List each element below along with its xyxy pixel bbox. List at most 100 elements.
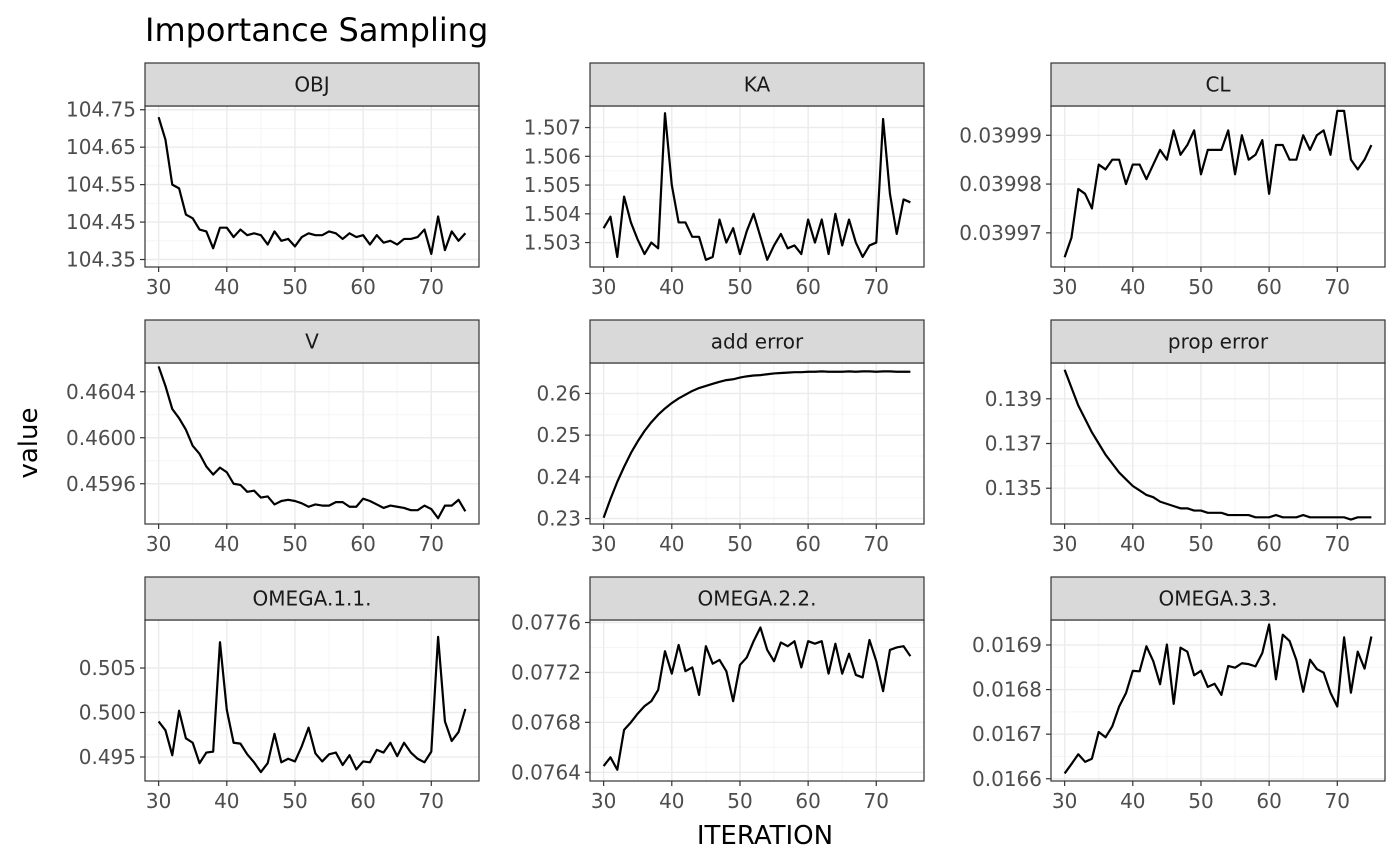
- x-tick-label: 40: [1120, 789, 1145, 813]
- strip-background: [589, 319, 925, 364]
- x-tick-label: 50: [727, 532, 752, 556]
- y-tick-label: 1.507: [524, 116, 581, 140]
- series-line-ka: [602, 112, 911, 261]
- x-tick-label: 40: [659, 532, 684, 556]
- chart-title: Importance Sampling: [145, 11, 488, 49]
- series-line-omega-3-3: [1063, 623, 1373, 775]
- x-tick-label: 30: [591, 532, 616, 556]
- x-tick-label: 70: [1325, 275, 1350, 299]
- strip-label: OMEGA.2.2.: [698, 587, 817, 611]
- x-tick-label: 30: [146, 275, 171, 299]
- y-tick-label: 0.139: [985, 387, 1042, 411]
- x-tick-label: 60: [350, 532, 375, 556]
- y-tick-label: 0.0764: [511, 760, 581, 784]
- x-tick-label: 40: [659, 275, 684, 299]
- y-tick-label: 0.25: [536, 423, 581, 447]
- strip-background: [1050, 319, 1386, 364]
- y-tick-label: 0.0167: [972, 722, 1042, 746]
- y-tick-label: 1.505: [524, 173, 581, 197]
- y-tick-label: 104.65: [66, 135, 136, 159]
- x-tick-label: 70: [864, 275, 889, 299]
- y-tick-label: 0.0169: [972, 633, 1042, 657]
- y-tick-label: 0.495: [79, 745, 136, 769]
- strip-label: OMEGA.1.1.: [253, 587, 372, 611]
- panel-background: [1051, 106, 1385, 267]
- panel-background: [1051, 620, 1385, 781]
- y-tick-label: 104.75: [66, 98, 136, 122]
- series-line-omega-1-1: [157, 635, 467, 774]
- series-line-add-error: [602, 370, 911, 519]
- y-tick-label: 0.23: [536, 507, 581, 531]
- y-tick-label: 0.26: [536, 381, 581, 405]
- strip-background: [589, 576, 925, 621]
- x-tick-label: 50: [1188, 275, 1213, 299]
- x-tick-label: 30: [1052, 532, 1077, 556]
- y-tick-label: 0.0168: [972, 678, 1042, 702]
- strip-background: [144, 62, 480, 107]
- x-tick-label: 60: [350, 275, 375, 299]
- x-tick-label: 50: [1188, 532, 1213, 556]
- x-tick-label: 30: [146, 789, 171, 813]
- panel-add-error: add error 30 40 50 60 70 0.23 0.24 0.25 0.26: [536, 319, 925, 556]
- y-tick-label: 0.4604: [66, 380, 136, 404]
- x-tick-label: 70: [864, 789, 889, 813]
- series-line-omega-2-2: [602, 626, 912, 771]
- panel-background: [145, 620, 479, 781]
- x-tick-label: 40: [1120, 275, 1145, 299]
- x-tick-label: 40: [659, 789, 684, 813]
- series-line-v: [157, 366, 467, 520]
- panel-background: [590, 106, 924, 267]
- y-tick-label: 0.0768: [511, 710, 581, 734]
- panel-cl: CL 30 40 50 60 70 0.03997 0.03998 0.03999: [959, 62, 1386, 299]
- x-tick-label: 50: [282, 789, 307, 813]
- panel-omega-2-2: OMEGA.2.2. 30 40 50 60 70 0.0764 0.0768 0.0772 0.…: [511, 576, 925, 813]
- x-tick-label: 60: [1256, 275, 1281, 299]
- panel-background: [145, 106, 479, 267]
- y-tick-label: 1.504: [524, 202, 581, 226]
- x-tick-label: 30: [591, 789, 616, 813]
- y-tick-label: 1.503: [524, 231, 581, 255]
- y-tick-label: 0.135: [985, 476, 1042, 500]
- x-tick-label: 70: [419, 275, 444, 299]
- strip-label: add error: [711, 330, 804, 354]
- y-tick-label: 0.0772: [511, 660, 581, 684]
- x-tick-label: 70: [419, 532, 444, 556]
- panel-ka: KA 30 40 50 60 70 1.503 1.504 1.505 1.506 1.507: [524, 62, 925, 299]
- strip-background: [589, 62, 925, 107]
- x-tick-label: 50: [282, 532, 307, 556]
- y-tick-label: 104.45: [66, 210, 136, 234]
- x-tick-label: 60: [795, 275, 820, 299]
- strip-background: [144, 576, 480, 621]
- strip-label: prop error: [1168, 330, 1269, 354]
- x-tick-label: 60: [1256, 532, 1281, 556]
- x-tick-label: 30: [1052, 789, 1077, 813]
- x-tick-label: 40: [214, 275, 239, 299]
- x-tick-label: 30: [1052, 275, 1077, 299]
- strip-label: V: [305, 330, 319, 354]
- x-tick-label: 70: [1325, 789, 1350, 813]
- panel-background: [145, 363, 479, 524]
- x-tick-label: 30: [591, 275, 616, 299]
- strip-label: KA: [744, 73, 771, 97]
- y-tick-label: 0.03997: [959, 221, 1042, 245]
- panel-background: [590, 620, 924, 781]
- strip-background: [1050, 62, 1386, 107]
- y-tick-label: 0.0166: [972, 767, 1042, 791]
- x-tick-label: 70: [419, 789, 444, 813]
- x-tick-label: 40: [1120, 532, 1145, 556]
- x-tick-label: 50: [1188, 789, 1213, 813]
- x-tick-label: 70: [864, 532, 889, 556]
- strip-background: [1050, 576, 1386, 621]
- y-tick-label: 0.505: [79, 656, 136, 680]
- x-tick-label: 60: [795, 789, 820, 813]
- panel-omega-1-1: OMEGA.1.1. 30 40 50 60 70 0.495 0.500 0.505: [79, 576, 480, 813]
- panel-prop-error: prop error 30 40 50 60 70 0.135 0.137 0.139: [985, 319, 1386, 556]
- series-line-obj: [157, 116, 467, 255]
- panel-omega-3-3: OMEGA.3.3. 30 40 50 60 70 0.0166 0.0167 0.0168 0.…: [972, 576, 1386, 813]
- panel-v: V 30 40 50 60 70 0.4596 0.4600 0.4604: [66, 319, 480, 556]
- y-tick-label: 0.0776: [511, 610, 581, 634]
- y-tick-label: 0.03999: [959, 123, 1042, 147]
- y-tick-label: 104.55: [66, 173, 136, 197]
- x-tick-label: 50: [282, 275, 307, 299]
- x-tick-label: 50: [727, 789, 752, 813]
